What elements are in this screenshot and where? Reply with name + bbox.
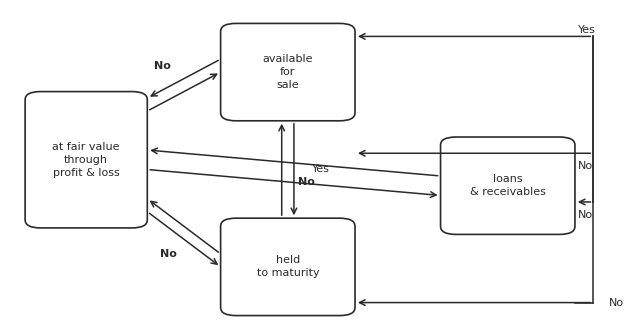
Text: available
for
sale: available for sale: [262, 54, 313, 90]
FancyBboxPatch shape: [441, 137, 575, 234]
FancyBboxPatch shape: [221, 218, 355, 316]
Text: No: No: [298, 177, 314, 187]
Text: Yes: Yes: [312, 165, 331, 174]
Text: at fair value
through
profit & loss: at fair value through profit & loss: [52, 141, 120, 178]
FancyBboxPatch shape: [25, 92, 148, 228]
Text: Yes: Yes: [578, 25, 596, 35]
Text: loans
& receivables: loans & receivables: [470, 174, 546, 197]
Text: No: No: [609, 298, 624, 308]
Text: No: No: [578, 161, 593, 171]
FancyBboxPatch shape: [221, 23, 355, 121]
Text: No: No: [154, 61, 171, 71]
Text: No: No: [578, 210, 593, 220]
Text: No: No: [160, 249, 177, 259]
Text: held
to maturity: held to maturity: [256, 255, 319, 278]
